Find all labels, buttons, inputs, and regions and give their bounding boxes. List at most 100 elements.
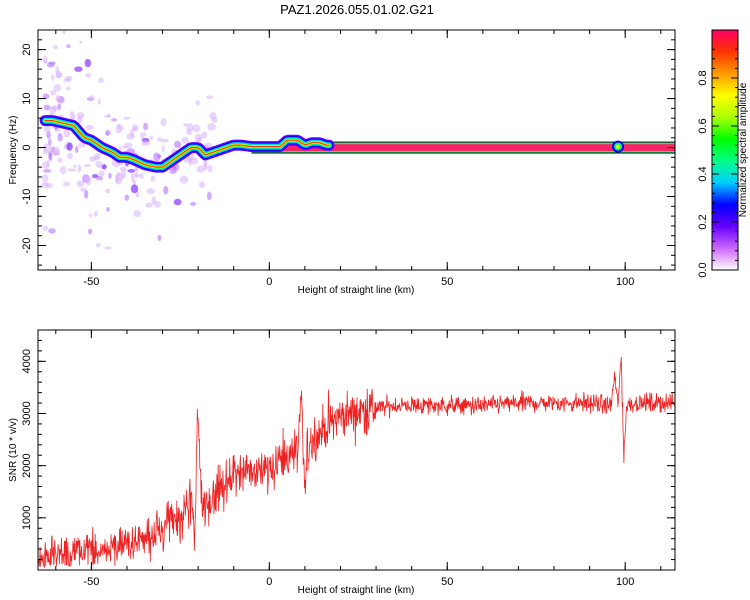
snr-x-label: Height of straight line (km): [298, 585, 415, 596]
spectral-blob: [186, 123, 194, 132]
spectral-blob: [189, 157, 199, 165]
spectral-blob: [95, 160, 103, 168]
spectral-blob: [77, 142, 86, 148]
spectral-blob: [130, 172, 135, 182]
spectral-blob: [198, 181, 206, 188]
spectral-blob: [88, 95, 95, 101]
y-tick-label: 2000: [21, 453, 33, 477]
colorbar-ticks: 0.0 0.2 0.4 0.6 0.8: [697, 48, 738, 278]
spectral-blob: [161, 145, 165, 153]
snr-x-axis: -50 0 50 100: [55, 330, 662, 588]
colorbar-tick-label: 0.2: [697, 214, 709, 229]
spectral-blob: [42, 93, 50, 99]
spectral-blob: [104, 246, 112, 250]
colorbar-label: Normalized spectral amplitude: [738, 82, 749, 217]
spectral-blob: [151, 196, 157, 205]
spectral-blob: [72, 164, 77, 168]
spectral-blob: [173, 198, 182, 206]
spectral-blob: [74, 145, 79, 154]
spectral-blob: [88, 213, 93, 218]
spectral-blob: [66, 86, 71, 91]
spectrogram-y-label: Frequency (Hz): [8, 116, 19, 185]
spectral-blob: [160, 138, 169, 143]
spectral-blob: [85, 73, 92, 78]
chart-title: PAZ1.2026.055.01.02.G21: [280, 2, 434, 17]
spectral-blob: [79, 40, 83, 44]
spectral-blob: [160, 118, 167, 127]
spectral-blob: [97, 98, 101, 105]
spectral-blob: [42, 143, 52, 152]
y-tick-label: 3000: [21, 401, 33, 425]
spectral-blob: [139, 173, 144, 179]
spectral-blob: [140, 132, 147, 137]
spectral-blob: [46, 131, 51, 139]
spectral-blob: [64, 75, 73, 81]
spectral-blob: [93, 210, 98, 217]
spectral-blob: [101, 164, 107, 170]
spectral-blob: [85, 124, 94, 130]
spectral-blob: [63, 129, 71, 138]
spectrogram-y-axis: -20 -10 0 10 20: [21, 29, 675, 266]
spectral-blob: [49, 89, 57, 96]
spectral-blob: [191, 151, 195, 160]
spectral-blob: [52, 148, 60, 156]
spectral-blob: [57, 103, 61, 111]
colorbar-tick-label: 0.4: [697, 166, 709, 181]
spectral-blob: [88, 228, 93, 235]
spectral-blob: [133, 210, 142, 218]
spectral-blob: [93, 155, 100, 161]
spectral-blob: [207, 165, 213, 173]
spectral-blob: [48, 228, 56, 234]
y-tick-label: 10: [21, 92, 33, 104]
spectral-blob: [206, 191, 212, 201]
spectral-blob: [156, 137, 162, 142]
x-tick-label: 0: [266, 576, 272, 588]
spectral-blob: [55, 70, 62, 79]
ridge-contour: [44, 120, 330, 168]
spectral-blob: [98, 170, 105, 177]
spectral-blob: [67, 168, 76, 172]
spectral-blob: [76, 180, 85, 188]
spectral-blob: [42, 225, 49, 231]
spectrogram-panel: -50 0 50 100 -20 -10 0 10 20 Height of straight…: [8, 29, 676, 296]
heatmap-layer: [39, 30, 675, 250]
spectral-blob: [77, 164, 82, 173]
x-tick-label: 100: [616, 276, 634, 288]
x-tick-label: 50: [441, 276, 453, 288]
y-tick-label: -20: [21, 238, 33, 254]
snr-y-axis: 1000 2000 3000 4000: [21, 329, 675, 561]
colorbar-tick-label: 0.8: [697, 70, 709, 85]
spectral-blob: [67, 152, 73, 160]
snr-y-label: SNR (10 * v/v): [8, 418, 19, 482]
spectral-blob: [203, 142, 213, 149]
spectral-blob: [132, 123, 139, 131]
spectral-blob: [134, 171, 139, 178]
spectral-blob: [95, 175, 103, 181]
spectral-blob: [48, 61, 56, 65]
spectral-blob: [207, 123, 217, 131]
spectral-blob: [194, 133, 203, 143]
spectral-blob: [190, 201, 197, 206]
spectral-blob: [77, 115, 83, 124]
spectral-blob: [108, 172, 112, 179]
spectral-blob: [114, 174, 120, 184]
spectral-blob: [57, 157, 63, 163]
spectral-blob: [48, 153, 53, 162]
spectral-blob: [42, 55, 48, 64]
y-tick-label: 4000: [21, 349, 33, 373]
spectral-blob: [83, 163, 91, 168]
spectral-blob: [124, 194, 130, 201]
spectral-blob: [62, 30, 66, 35]
spectral-blob: [119, 166, 127, 172]
spectral-blob: [53, 105, 57, 113]
spectral-blob: [111, 118, 118, 122]
spectral-blob: [98, 77, 104, 84]
spectral-blob: [41, 174, 49, 183]
spectrogram-x-axis: -50 0 50 100: [55, 30, 662, 288]
spectral-blob: [143, 122, 148, 131]
spectral-blob: [57, 132, 63, 142]
spectral-blob: [69, 110, 75, 119]
snr-series-line: [38, 356, 675, 569]
x-tick-label: 0: [266, 276, 272, 288]
spectral-blob: [43, 104, 51, 111]
